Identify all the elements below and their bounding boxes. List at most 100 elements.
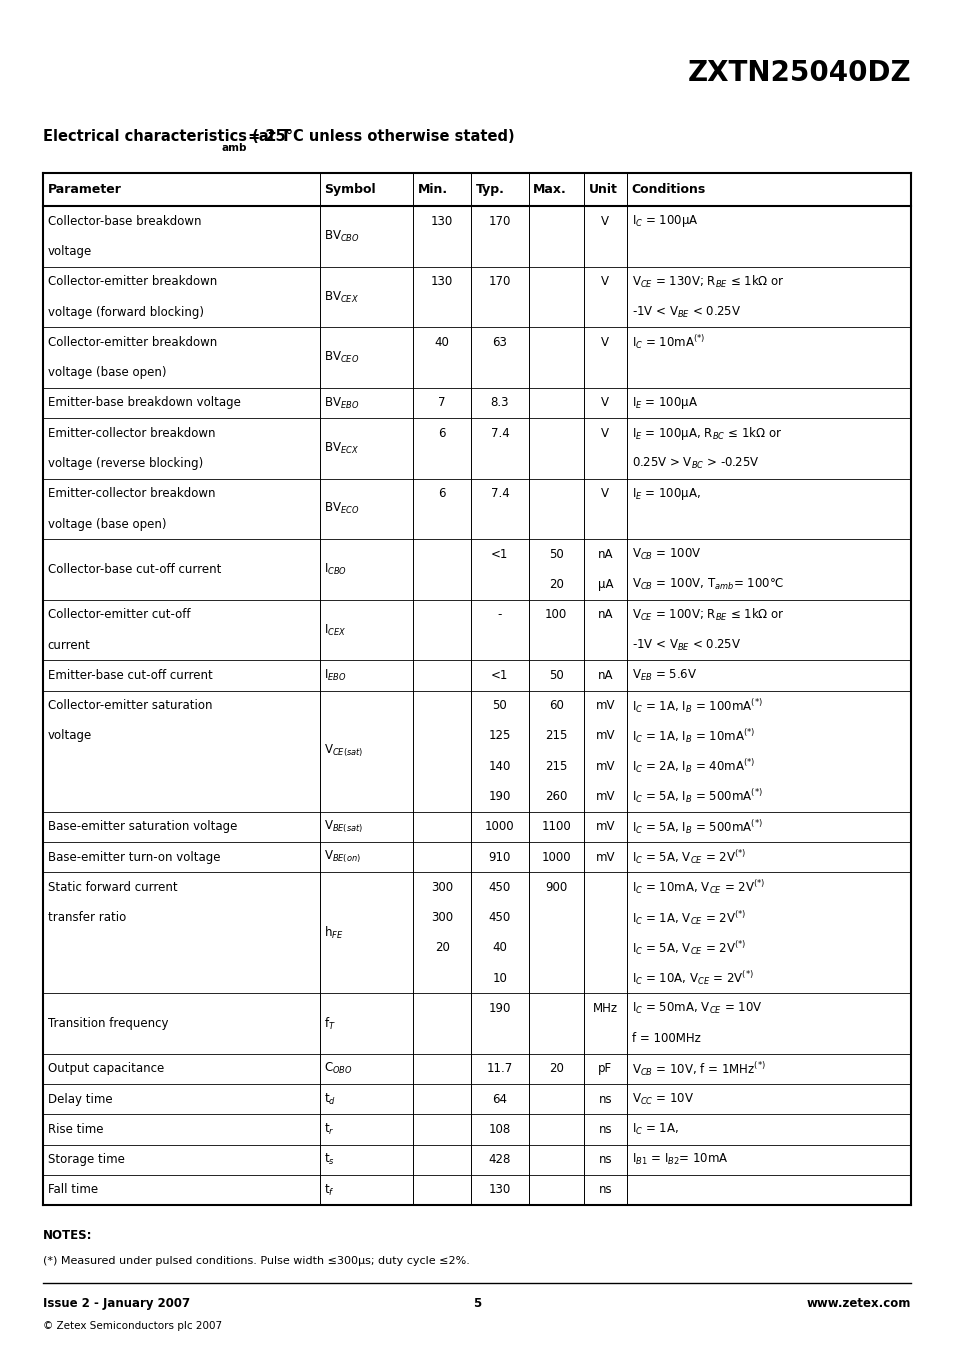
- Text: Static forward current: Static forward current: [48, 881, 177, 894]
- Text: f = 100MHz: f = 100MHz: [631, 1032, 700, 1046]
- Text: 130: 130: [431, 215, 453, 228]
- Text: mV: mV: [595, 851, 615, 863]
- Text: I$_C$ = 10A, V$_{CE}$ = 2V$^{(*)}$: I$_C$ = 10A, V$_{CE}$ = 2V$^{(*)}$: [631, 969, 753, 988]
- Text: Emitter-base cut-off current: Emitter-base cut-off current: [48, 669, 213, 682]
- Text: I$_C$ = 50mA, V$_{CE}$ = 10V: I$_C$ = 50mA, V$_{CE}$ = 10V: [631, 1001, 761, 1016]
- Text: 50: 50: [548, 669, 563, 682]
- Text: 64: 64: [492, 1093, 507, 1105]
- Text: 40: 40: [492, 942, 507, 954]
- Text: BV$_{CBO}$: BV$_{CBO}$: [324, 228, 360, 245]
- Text: <1: <1: [491, 669, 508, 682]
- Text: BV$_{CEO}$: BV$_{CEO}$: [324, 350, 359, 365]
- Text: 8.3: 8.3: [490, 396, 509, 409]
- Text: Unit: Unit: [588, 184, 617, 196]
- Text: V$_{BE(on)}$: V$_{BE(on)}$: [324, 848, 361, 865]
- Text: current: current: [48, 639, 91, 651]
- Text: Delay time: Delay time: [48, 1093, 112, 1105]
- Text: amb: amb: [221, 143, 247, 153]
- Text: 428: 428: [488, 1154, 511, 1166]
- Text: V$_{CE}$ = 100V; R$_{BE}$ ≤ 1kΩ or: V$_{CE}$ = 100V; R$_{BE}$ ≤ 1kΩ or: [631, 607, 783, 623]
- Text: I$_{EBO}$: I$_{EBO}$: [324, 667, 347, 684]
- Text: mV: mV: [595, 790, 615, 802]
- Text: 11.7: 11.7: [486, 1062, 513, 1075]
- Text: V: V: [600, 427, 609, 439]
- Text: 10: 10: [492, 971, 507, 985]
- Text: I$_C$ = 2A, I$_B$ = 40mA$^{(*)}$: I$_C$ = 2A, I$_B$ = 40mA$^{(*)}$: [631, 757, 754, 775]
- Text: pF: pF: [598, 1062, 612, 1075]
- Text: V$_{CB}$ = 10V, f = 1MHz$^{(*)}$: V$_{CB}$ = 10V, f = 1MHz$^{(*)}$: [631, 1061, 764, 1078]
- Text: f$_T$: f$_T$: [324, 1016, 335, 1032]
- Text: -: -: [497, 608, 501, 621]
- Text: 1000: 1000: [540, 851, 571, 863]
- Text: voltage (forward blocking): voltage (forward blocking): [48, 305, 204, 319]
- Text: I$_C$ = 1A,: I$_C$ = 1A,: [631, 1121, 678, 1138]
- Text: Output capacitance: Output capacitance: [48, 1062, 164, 1075]
- Text: -1V < V$_{BE}$ < 0.25V: -1V < V$_{BE}$ < 0.25V: [631, 304, 740, 320]
- Text: 1000: 1000: [484, 820, 515, 834]
- Text: nA: nA: [597, 608, 613, 621]
- Text: I$_C$ = 10mA, V$_{CE}$ = 2V$^{(*)}$: I$_C$ = 10mA, V$_{CE}$ = 2V$^{(*)}$: [631, 878, 764, 896]
- Text: www.zetex.com: www.zetex.com: [806, 1297, 910, 1310]
- Text: Max.: Max.: [533, 184, 566, 196]
- Text: BV$_{CEX}$: BV$_{CEX}$: [324, 289, 359, 304]
- Text: I$_{B1}$ = I$_{B2}$= 10mA: I$_{B1}$ = I$_{B2}$= 10mA: [631, 1152, 728, 1167]
- Text: Emitter-collector breakdown: Emitter-collector breakdown: [48, 427, 215, 439]
- Text: mV: mV: [595, 700, 615, 712]
- Text: I$_{CBO}$: I$_{CBO}$: [324, 562, 347, 577]
- Text: Rise time: Rise time: [48, 1123, 103, 1136]
- Text: 50: 50: [548, 547, 563, 561]
- Text: t$_s$: t$_s$: [324, 1152, 335, 1167]
- Text: voltage: voltage: [48, 730, 91, 743]
- Text: I$_C$ = 5A, I$_B$ = 500mA$^{(*)}$: I$_C$ = 5A, I$_B$ = 500mA$^{(*)}$: [631, 788, 761, 805]
- Text: Parameter: Parameter: [48, 184, 121, 196]
- Text: ns: ns: [598, 1154, 612, 1166]
- Text: t$_d$: t$_d$: [324, 1092, 336, 1106]
- Text: 7: 7: [438, 396, 445, 409]
- Text: I$_C$ = 10mA$^{(*)}$: I$_C$ = 10mA$^{(*)}$: [631, 334, 704, 351]
- Text: ns: ns: [598, 1183, 612, 1197]
- Text: 20: 20: [548, 1062, 563, 1075]
- Text: Electrical characteristics (at T: Electrical characteristics (at T: [43, 128, 291, 143]
- Text: 0.25V > V$_{BC}$ > -0.25V: 0.25V > V$_{BC}$ > -0.25V: [631, 455, 759, 471]
- Text: Emitter-base breakdown voltage: Emitter-base breakdown voltage: [48, 396, 240, 409]
- Text: transfer ratio: transfer ratio: [48, 911, 126, 924]
- Text: Storage time: Storage time: [48, 1154, 125, 1166]
- Text: Collector-emitter cut-off: Collector-emitter cut-off: [48, 608, 190, 621]
- Text: V$_{CE}$ = 130V; R$_{BE}$ ≤ 1kΩ or: V$_{CE}$ = 130V; R$_{BE}$ ≤ 1kΩ or: [631, 274, 783, 290]
- Text: I$_C$ = 5A, V$_{CE}$ = 2V$^{(*)}$: I$_C$ = 5A, V$_{CE}$ = 2V$^{(*)}$: [631, 939, 745, 957]
- Text: I$_E$ = 100μA,: I$_E$ = 100μA,: [631, 486, 700, 501]
- Text: Conditions: Conditions: [631, 184, 705, 196]
- Text: t$_f$: t$_f$: [324, 1182, 335, 1197]
- Text: h$_{FE}$: h$_{FE}$: [324, 924, 343, 940]
- Text: Collector-base breakdown: Collector-base breakdown: [48, 215, 201, 228]
- Text: 170: 170: [488, 215, 511, 228]
- Text: voltage (base open): voltage (base open): [48, 366, 166, 380]
- Text: 108: 108: [488, 1123, 511, 1136]
- Text: 910: 910: [488, 851, 511, 863]
- Text: Emitter-collector breakdown: Emitter-collector breakdown: [48, 488, 215, 500]
- Text: Symbol: Symbol: [324, 184, 375, 196]
- Text: V$_{EB}$ = 5.6V: V$_{EB}$ = 5.6V: [631, 667, 696, 684]
- Text: 20: 20: [435, 942, 449, 954]
- Text: Collector-emitter saturation: Collector-emitter saturation: [48, 700, 212, 712]
- Text: I$_C$ = 1A, V$_{CE}$ = 2V$^{(*)}$: I$_C$ = 1A, V$_{CE}$ = 2V$^{(*)}$: [631, 908, 745, 927]
- Text: Collector-base cut-off current: Collector-base cut-off current: [48, 563, 221, 576]
- Text: Typ.: Typ.: [476, 184, 504, 196]
- Text: I$_C$ = 100μA: I$_C$ = 100μA: [631, 213, 698, 230]
- Text: MHz: MHz: [592, 1002, 618, 1015]
- Text: 60: 60: [548, 700, 563, 712]
- Text: V: V: [600, 215, 609, 228]
- Text: Issue 2 - January 2007: Issue 2 - January 2007: [43, 1297, 190, 1310]
- Text: NOTES:: NOTES:: [43, 1229, 92, 1243]
- Text: 7.4: 7.4: [490, 427, 509, 439]
- Text: 190: 190: [488, 1002, 511, 1015]
- Text: V: V: [600, 488, 609, 500]
- Text: 190: 190: [488, 790, 511, 802]
- Text: BV$_{EBO}$: BV$_{EBO}$: [324, 396, 359, 411]
- Text: 5: 5: [473, 1297, 480, 1310]
- Text: voltage: voltage: [48, 245, 91, 258]
- Text: I$_E$ = 100μA, R$_{BC}$ ≤ 1kΩ or: I$_E$ = 100μA, R$_{BC}$ ≤ 1kΩ or: [631, 424, 781, 442]
- Text: V: V: [600, 276, 609, 288]
- Text: ns: ns: [598, 1123, 612, 1136]
- Text: 130: 130: [431, 276, 453, 288]
